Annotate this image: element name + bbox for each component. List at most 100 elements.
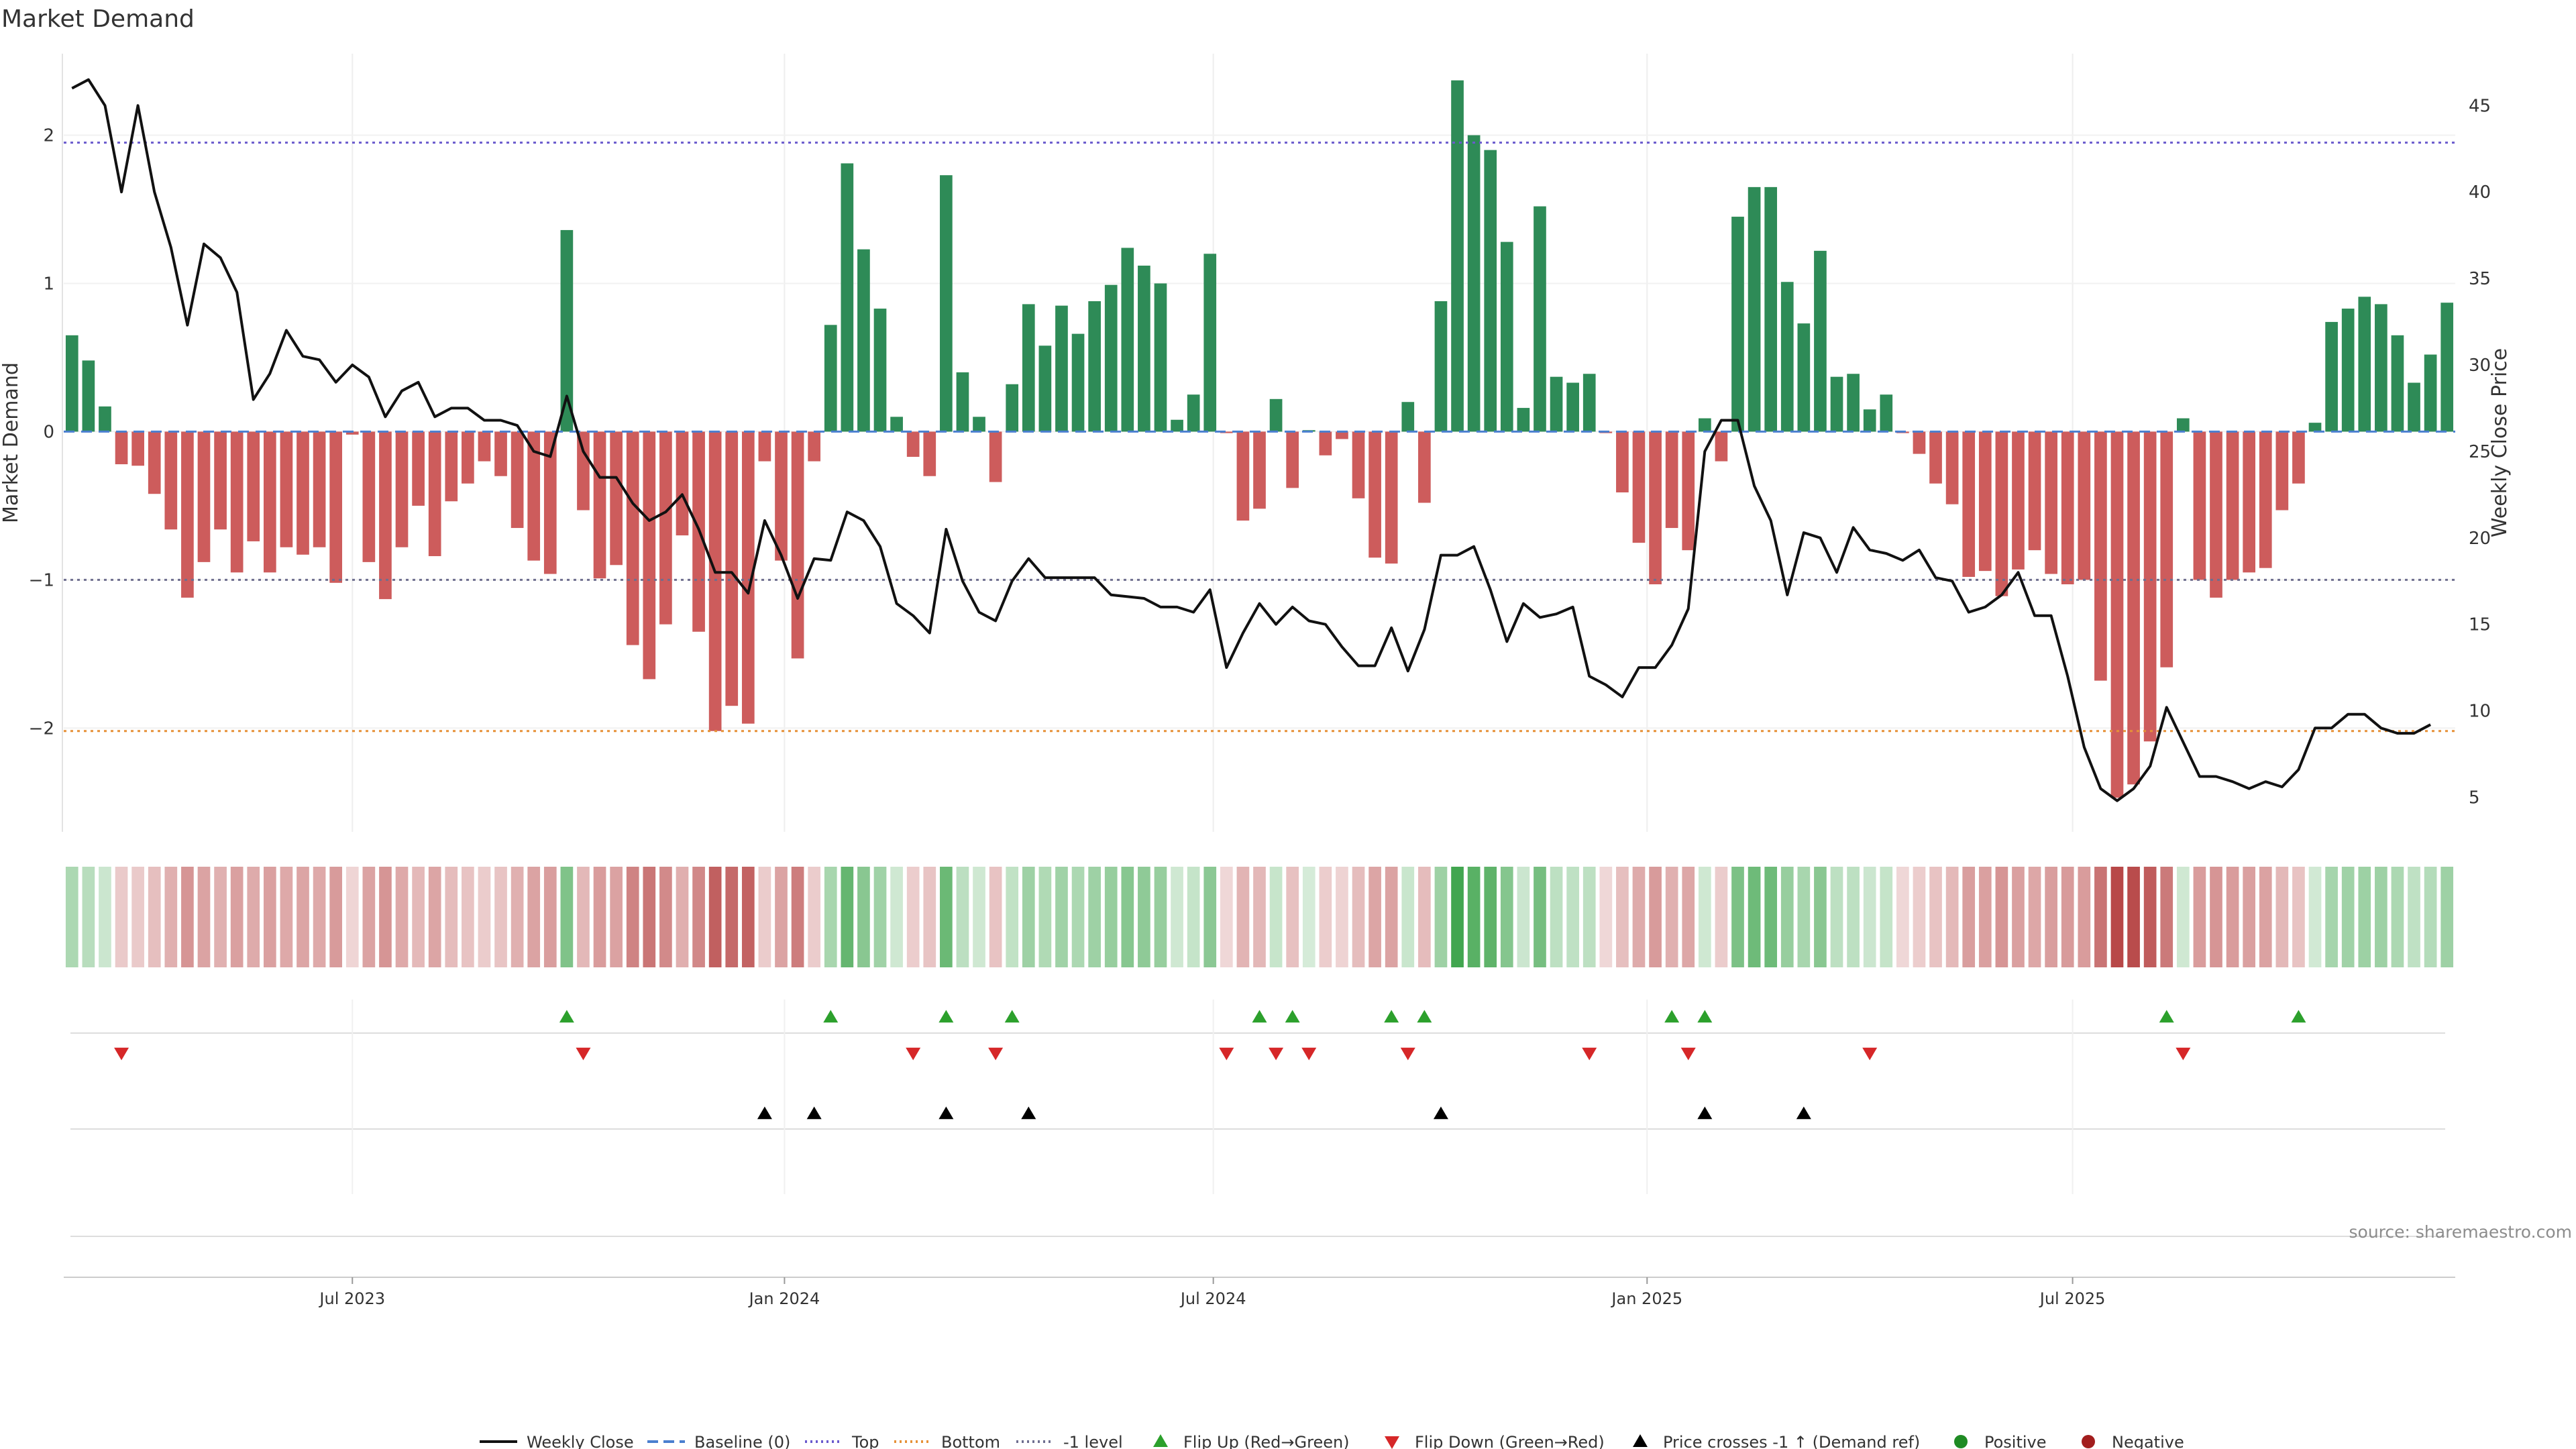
demand-bar [973,417,985,432]
demand-bar [1451,80,1464,432]
heat-strip-cell [1945,867,1959,967]
heat-strip-cell [329,867,343,967]
demand-bar [1022,304,1035,432]
demand-bar [725,431,739,706]
demand-bar [99,406,111,432]
heat-strip-cell [197,867,211,967]
legend-label: Negative [2112,1433,2184,1449]
heat-strip-cell [2341,867,2355,967]
heat-strip-cell [527,867,541,967]
demand-bar [2408,382,2420,432]
demand-bar [1484,150,1497,432]
flip-down-marker [1582,1047,1597,1061]
heat-strip-cell [1748,867,1761,967]
heat-strip-cell [1995,867,2008,967]
heat-strip-cell [1731,867,1744,967]
heat-strip-cell [164,867,178,967]
heat-strip-cell [148,867,161,967]
heat-strip-cell [1319,867,1332,967]
heat-strip-cell [1187,867,1200,967]
demand-bar [1286,431,1299,488]
heat-strip-cell [478,867,491,967]
heat-strip-cell [1352,867,1365,967]
demand-bar [1913,431,1926,454]
heat-strip-cell [989,867,1002,967]
heat-strip-cell [708,867,722,967]
demand-bar [329,431,343,583]
heat-strip-cell [1764,867,1778,967]
legend-swatch [1954,1435,1968,1448]
heat-strip-cell [741,867,755,967]
heat-strip-cell [494,867,507,967]
demand-bar [2243,431,2256,573]
demand-bar [824,325,837,432]
demand-bar [362,431,376,562]
heat-strip-cell [1599,867,1613,967]
demand-bar [412,431,425,506]
demand-bar [115,431,128,465]
heat-strip-cell [1253,867,1266,967]
cross-up-marker [938,1106,954,1120]
demand-bar [1038,345,1052,432]
heat-strip-cell [1203,867,1217,967]
legend-swatch [1153,1434,1168,1447]
heat-strip-cell [659,867,672,967]
heat-strip-cell [1534,867,1546,967]
heat-strip-cell [1715,867,1728,967]
demand-bar [1352,431,1365,498]
demand-bar [610,431,623,566]
demand-bar [1962,431,1976,577]
heat-strip-cell [1616,867,1629,967]
demand-bar [2160,431,2174,667]
demand-bar [2341,309,2355,432]
heat-strip-cell [1055,867,1068,967]
heat-strip-cell [214,867,227,967]
heat-strip-cell [247,867,260,967]
heat-strip-cell [1451,867,1464,967]
heat-strip-cell [1154,867,1167,967]
demand-bar [345,431,359,435]
demand-bar [1814,250,1827,432]
demand-bar [940,175,953,432]
demand-bar [791,431,804,659]
heat-strip-cell [2424,867,2437,967]
heat-strip-cell [873,867,887,967]
heat-strip-cell [230,867,244,967]
heat-strip-cell [181,867,194,967]
demand-bar [494,431,507,476]
demand-bar [1401,402,1415,432]
cross-up-marker [1021,1106,1036,1120]
x-tick-label: Jul 2024 [1179,1289,1246,1308]
y-tick-right-label: 20 [2469,529,2491,549]
heat-strip-cell [280,867,293,967]
heat-strip-cell [1500,867,1513,967]
y-axis-left-label: Market Demand [0,362,23,523]
flip-down-marker [114,1047,129,1061]
heat-strip-cell [2259,867,2272,967]
demand-bar [2275,431,2289,511]
demand-bar [1187,394,1200,432]
heat-strip-cell [511,867,524,967]
heat-strip-cell [1138,867,1150,967]
flip-up-marker [1664,1010,1680,1023]
flip-up-marker [559,1010,574,1023]
heat-strip-cell [2061,867,2074,967]
heat-strip-cell [1006,867,1019,967]
demand-bar [1006,384,1019,432]
heat-strip-cell [2012,867,2025,967]
flip-down-marker [1219,1047,1234,1061]
heat-strip-cell [1484,867,1497,967]
flip-up-marker [1004,1010,1020,1023]
heat-strip-cell [2275,867,2289,967]
flip-down-marker [1269,1047,1284,1061]
demand-bar [462,431,474,484]
heat-strip-cell [1220,867,1233,967]
event-panels [70,1000,2445,1237]
legend-label: Baseline (0) [694,1433,790,1449]
heat-strip-cell [345,867,359,967]
demand-bar [560,229,574,432]
demand-bar [1154,283,1167,432]
flip-down-marker [988,1047,1004,1061]
demand-bar [428,431,441,557]
